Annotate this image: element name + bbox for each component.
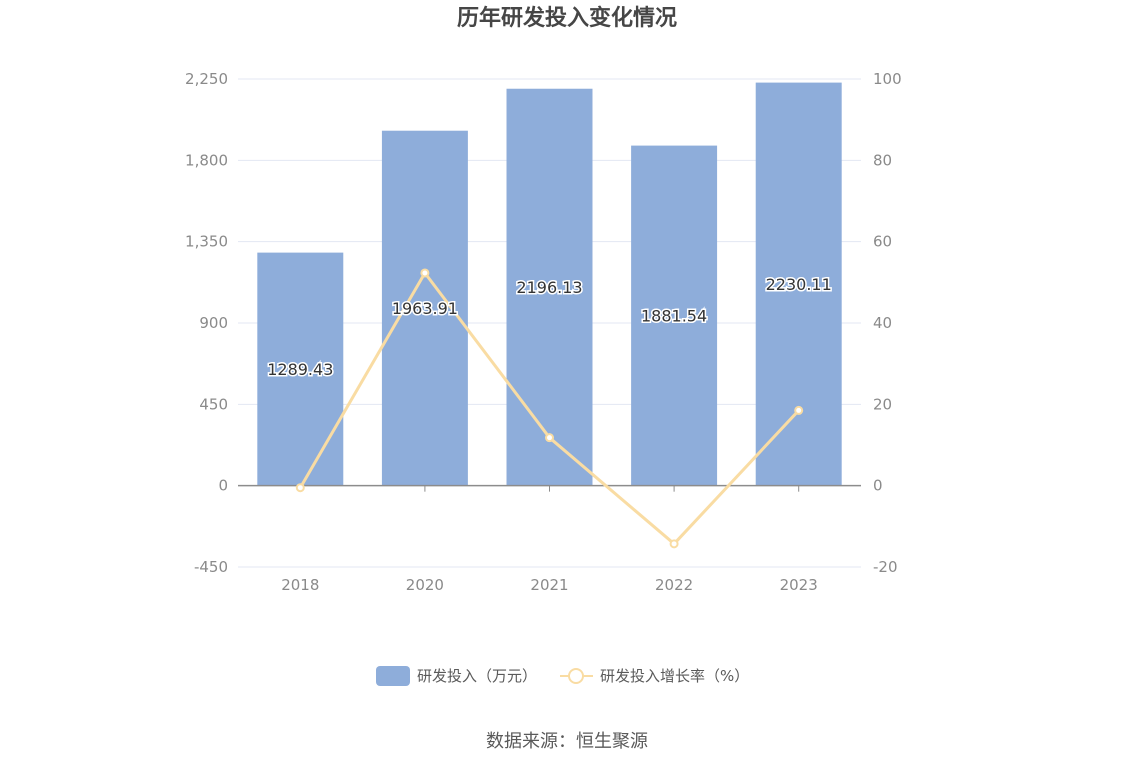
legend-swatch-line-marker [568,668,584,684]
x-tick-label: 2021 [530,576,568,594]
bar-value-label: 2230.11 [766,275,832,294]
x-tick-label: 2023 [780,576,818,594]
source-note: 数据来源：恒生聚源 [486,731,648,752]
bar [755,82,842,486]
y-right-tick-label: 80 [873,151,892,169]
bar-value-label: 1881.54 [641,307,707,326]
legend-swatch-bar [376,666,410,686]
line-series [295,268,804,549]
x-tick-label: 2020 [406,576,444,594]
bar-series [257,82,842,486]
y-right-tick-label: 60 [873,233,892,251]
bar [381,130,468,486]
data-labels: 1289.43 1963.91 2196.13 1881.54 2230.11 [266,274,834,381]
x-tick-label: 2018 [281,576,319,594]
bar-value-label: 1963.91 [392,299,458,318]
y-left-tick-label: -450 [194,558,228,576]
growth-point [420,268,430,278]
y-right-tick-label: 40 [873,314,892,332]
y-left-tick-label: 2,250 [185,70,228,88]
legend: 研发投入（万元） 研发投入增长率（%） [376,666,749,686]
y-left-tick-label: 0 [218,477,228,495]
y-right-tick-label: 20 [873,395,892,413]
bar [631,145,718,486]
y-left-tick-label: 450 [199,395,228,413]
legend-label-bar: 研发投入（万元） [417,667,537,685]
growth-point [545,433,554,443]
chart-title: 历年研发投入变化情况 [457,5,677,31]
bar [257,252,344,486]
y-right-tick-label: -20 [873,558,898,576]
axes: -450 0 450 900 1,350 1,800 2,250 -20 0 20 40 60 80 10… [185,70,902,594]
y-left-tick-label: 900 [199,314,228,332]
growth-point [295,483,305,493]
bar-value-label: 2196.13 [516,278,582,297]
growth-point [794,405,804,415]
y-left-tick-label: 1,350 [185,233,228,251]
y-right-tick-label: 0 [873,477,883,495]
legend-label-line: 研发投入增长率（%） [600,667,749,685]
y-left-tick-label: 1,800 [185,151,228,169]
growth-point [669,539,679,549]
bar-value-label: 1289.43 [267,360,333,379]
x-tick-label: 2022 [655,576,693,594]
y-right-tick-label: 100 [873,70,902,88]
bar [506,88,593,486]
